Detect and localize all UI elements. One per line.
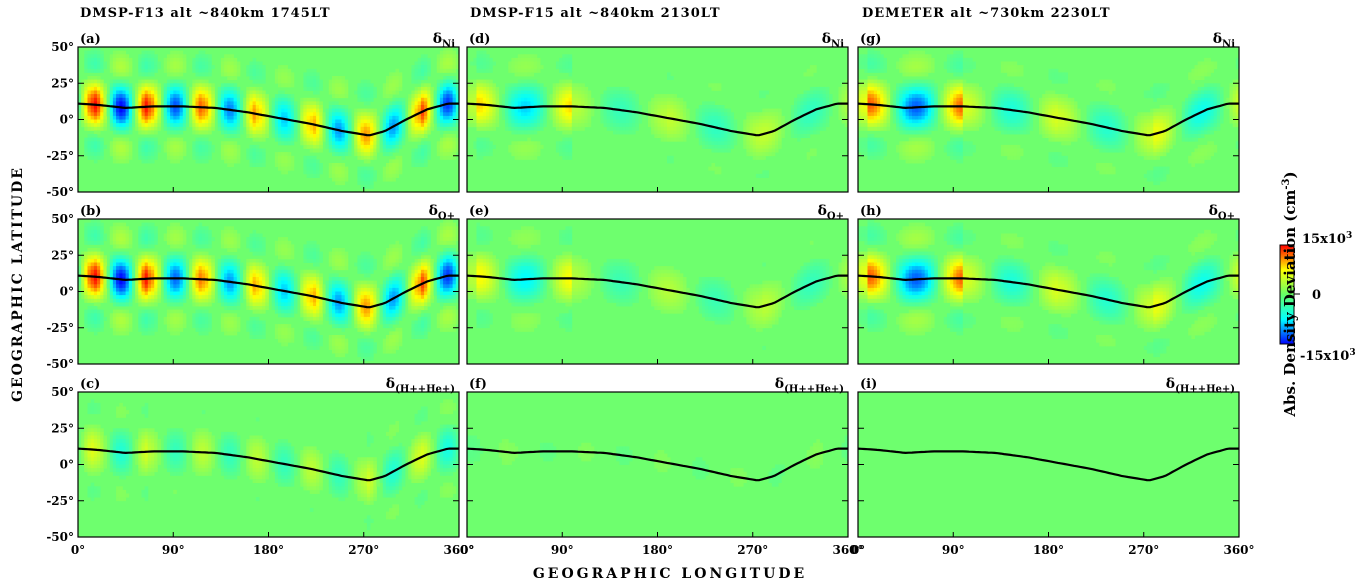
panel-label: (h) bbox=[860, 204, 882, 219]
y-tick-label: -25° bbox=[46, 494, 74, 508]
colorbar-bottom-label: -15x103 bbox=[1300, 348, 1356, 364]
y-tick-label: -50° bbox=[46, 185, 74, 199]
panel-i: 0° 90° 180° 270° 360° (i) δ(H++He+) bbox=[851, 376, 1255, 557]
x-tick-label: 90° bbox=[162, 543, 185, 557]
y-tick-label: 50° bbox=[51, 212, 74, 226]
x-tick-label: 90° bbox=[551, 543, 574, 557]
x-tick-label: 360° bbox=[832, 543, 863, 557]
y-tick-label: 0° bbox=[60, 285, 74, 299]
x-tick-label: 270° bbox=[737, 543, 768, 557]
x-tick-label: 180° bbox=[253, 543, 284, 557]
panel-quantity-label: δ(H++He+) bbox=[775, 376, 844, 395]
y-tick-label: -50° bbox=[46, 530, 74, 544]
x-tick-label: 90° bbox=[942, 543, 965, 557]
y-tick-label: 0° bbox=[60, 458, 74, 472]
panel-quantity-label: δ(H++He+) bbox=[1166, 376, 1235, 395]
x-tick-label: 180° bbox=[642, 543, 673, 557]
panel-quantity-label: δ(H++He+) bbox=[386, 376, 455, 395]
x-tick-label: 0° bbox=[71, 543, 85, 557]
panel-label: (i) bbox=[860, 377, 877, 392]
magnetic-equator-line bbox=[77, 447, 459, 482]
panel-quantity-label: δO+ bbox=[818, 203, 844, 222]
magnetic-equator-line bbox=[466, 102, 848, 137]
y-tick-label: -25° bbox=[46, 149, 74, 163]
panel-label: (a) bbox=[80, 32, 101, 47]
panel-e: (e) δO+ bbox=[466, 203, 849, 365]
colorbar-top-label: 15x103 bbox=[1302, 231, 1352, 247]
y-tick-label: 25° bbox=[51, 421, 74, 435]
x-tick-label: 360° bbox=[443, 543, 474, 557]
panel-d: (d) δNi bbox=[466, 31, 849, 193]
panel-label: (d) bbox=[469, 32, 490, 47]
x-axis-label: GEOGRAPHIC LONGITUDE bbox=[532, 566, 808, 582]
x-tick-label: 180° bbox=[1033, 543, 1064, 557]
panel-quantity-label: δO+ bbox=[429, 203, 455, 222]
panel-b: 50° 25° 0° -25° -50° (b) δO+ bbox=[46, 203, 460, 371]
y-tick-label: 25° bbox=[51, 76, 74, 90]
y-tick-label: -25° bbox=[46, 321, 74, 335]
panel-label: (e) bbox=[469, 204, 490, 219]
magnetic-equator-line bbox=[466, 447, 848, 482]
panel-label: (b) bbox=[80, 204, 101, 219]
panel-h: (h) δO+ bbox=[857, 203, 1240, 365]
panel-quantity-label: δO+ bbox=[1209, 203, 1235, 222]
panel-g: (g) δNi bbox=[857, 31, 1240, 193]
y-tick-label: 50° bbox=[51, 385, 74, 399]
x-tick-label: 270° bbox=[348, 543, 379, 557]
panel-c: 50°25°0°-25°-50°0° 90° 180° 270° 360°(c) δ(H+… bbox=[46, 376, 474, 557]
magnetic-equator-line bbox=[857, 102, 1239, 137]
x-tick-label: 0° bbox=[460, 543, 474, 557]
magnetic-equator-line bbox=[857, 274, 1239, 309]
panel-label: (f) bbox=[469, 377, 487, 392]
y-tick-label: 50° bbox=[51, 40, 74, 54]
y-tick-label: -50° bbox=[46, 357, 74, 371]
header-col-2: DMSP-F15 alt ~840km 2130LT bbox=[470, 6, 721, 21]
x-tick-label: 360° bbox=[1223, 543, 1254, 557]
magnetic-equator-line bbox=[77, 274, 459, 309]
header-col-1: DMSP-F13 alt ~840km 1745LT bbox=[80, 6, 331, 21]
panel-quantity-label: δNi bbox=[1213, 31, 1235, 50]
magnetic-equator-line bbox=[77, 102, 459, 137]
y-tick-label: 0° bbox=[60, 113, 74, 127]
panel-quantity-label: δNi bbox=[822, 31, 844, 50]
panel-a: 50° 25° 0° -25° -50° (a) δNi bbox=[46, 31, 460, 199]
colorbar-label: Abs. Density Deviation (cm-3) bbox=[1281, 171, 1299, 417]
panel-label: (c) bbox=[80, 377, 100, 392]
panel-label: (g) bbox=[860, 32, 881, 47]
panel-quantity-label: δNi bbox=[433, 31, 455, 50]
colorbar-mid-label: 0 bbox=[1312, 288, 1321, 303]
x-tick-label: 0° bbox=[851, 543, 865, 557]
x-tick-label: 270° bbox=[1128, 543, 1159, 557]
header-col-3: DEMETER alt ~730km 2230LT bbox=[862, 6, 1111, 21]
panel-f: 0° 90° 180° 270° 360° (f) δ(H++He+) bbox=[460, 376, 864, 557]
magnetic-equator-line bbox=[857, 447, 1239, 482]
y-tick-label: 25° bbox=[51, 248, 74, 262]
magnetic-equator-line bbox=[466, 274, 848, 309]
